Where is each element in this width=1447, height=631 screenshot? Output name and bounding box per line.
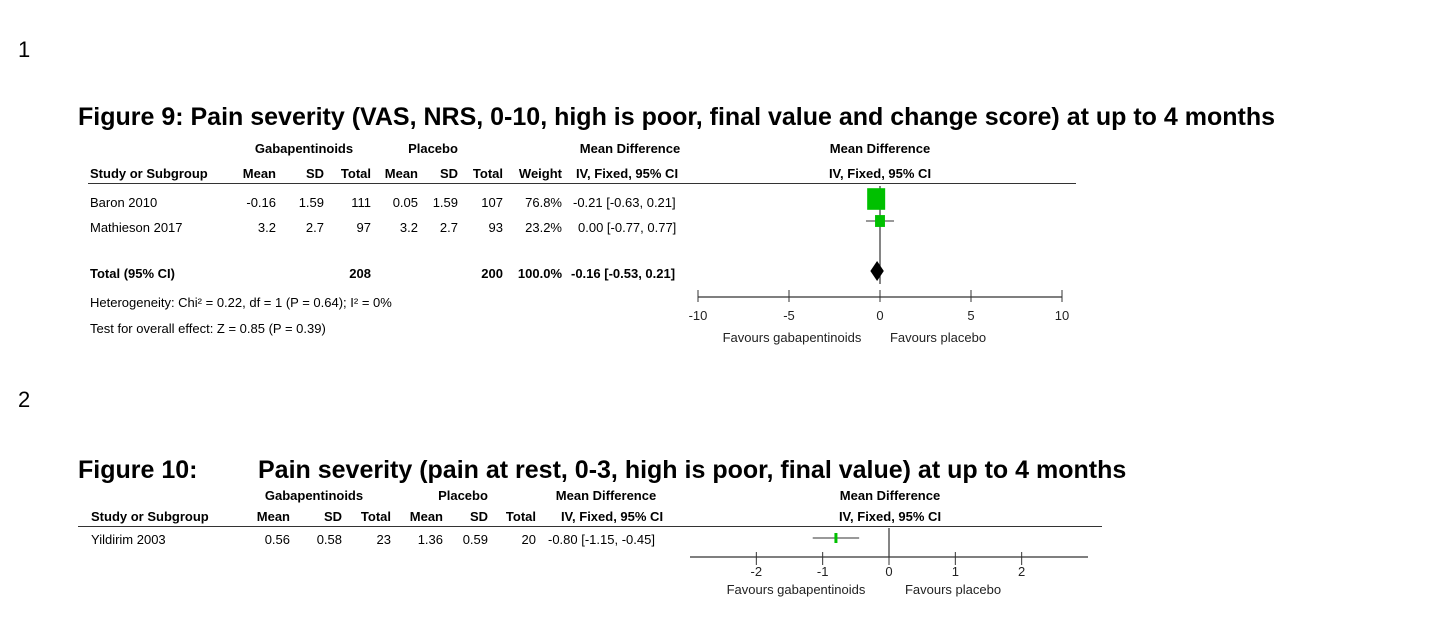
fig10-effect-header: Mean Difference xyxy=(555,488,657,503)
fig10-group2-header: Placebo xyxy=(438,488,488,503)
plot1-favours-left: Favours gabapentinoids xyxy=(723,330,862,345)
fig9-row2-sd1: 2.7 xyxy=(305,220,324,235)
fig9-row1-total2: 107 xyxy=(481,195,503,210)
plot2-tick-label: -2 xyxy=(751,564,763,579)
fig10-plot-header: Mean Difference xyxy=(839,488,941,503)
fig10-col-sd2: SD xyxy=(469,509,488,524)
fig9-row1-mean2: 0.05 xyxy=(392,195,418,210)
fig9-col-sd1: SD xyxy=(305,166,324,181)
fig10-row1-total1: 23 xyxy=(376,532,391,547)
plot2-tick-label: 0 xyxy=(885,564,892,579)
fig9-row2-weight: 23.2% xyxy=(525,220,562,235)
fig9-total-n2: 200 xyxy=(481,266,503,281)
fig9-header-rule xyxy=(88,183,1076,184)
fig9-col-ci: IV, Fixed, 95% CI xyxy=(575,166,679,181)
fig10-col-mean2: Mean xyxy=(409,509,443,524)
fig10-col-ci: IV, Fixed, 95% CI xyxy=(560,509,664,524)
fig9-heterogeneity: Heterogeneity: Chi² = 0.22, df = 1 (P = … xyxy=(90,295,392,310)
plot1-study-marker xyxy=(867,188,886,210)
fig9-effect-header: Mean Difference xyxy=(579,141,681,156)
fig9-row2-sd2: 2.7 xyxy=(439,220,458,235)
fig9-total-weight: 100.0% xyxy=(517,266,562,281)
fig9-col-plot-method: IV, Fixed, 95% CI xyxy=(828,166,932,181)
plot1-tick-label: 5 xyxy=(967,308,974,323)
fig9-row1-ci: -0.21 [-0.63, 0.21] xyxy=(573,195,676,210)
plot2-study-marker xyxy=(834,533,838,543)
fig9-row1-sd2: 1.59 xyxy=(432,195,458,210)
page-number-2: 2 xyxy=(18,387,31,412)
fig9-row1-mean1: -0.16 xyxy=(246,195,276,210)
fig9-group2-header: Placebo xyxy=(408,141,458,156)
fig9-row2-mean2: 3.2 xyxy=(399,220,418,235)
fig9-total-n1: 208 xyxy=(349,266,371,281)
plot2-tick-label: -1 xyxy=(817,564,829,579)
fig10-col-total2: Total xyxy=(505,509,536,524)
plot1-favours-right: Favours placebo xyxy=(890,330,986,345)
fig10-row1-mean2: 1.36 xyxy=(417,532,443,547)
fig9-col-total1: Total xyxy=(340,166,371,181)
page-number-1: 1 xyxy=(18,37,31,62)
fig9-col-weight: Weight xyxy=(518,166,562,181)
fig9-col-mean2: Mean xyxy=(384,166,418,181)
fig10-header-rule xyxy=(78,526,1102,527)
fig10-group1-header: Gabapentinoids xyxy=(264,488,364,503)
fig9-row1-sd1: 1.59 xyxy=(298,195,324,210)
fig9-row2-total2: 93 xyxy=(488,220,503,235)
fig10-row1-study: Yildirim 2003 xyxy=(91,532,166,547)
plot2-tick-label: 2 xyxy=(1018,564,1025,579)
figure-10-title: Pain severity (pain at rest, 0-3, high i… xyxy=(258,456,1127,484)
fig9-overall-effect: Test for overall effect: Z = 0.85 (P = 0… xyxy=(90,321,326,336)
figure-9-title: Figure 9: Pain severity (VAS, NRS, 0-10,… xyxy=(78,103,1276,131)
plot1-tick-label: -5 xyxy=(783,308,795,323)
fig10-row1-sd2: 0.59 xyxy=(462,532,488,547)
fig10-col-sd1: SD xyxy=(323,509,342,524)
fig10-col-mean1: Mean xyxy=(256,509,290,524)
plot2-favours-right: Favours placebo xyxy=(905,582,1001,597)
fig9-col-total2: Total xyxy=(472,166,503,181)
fig9-row2-ci: 0.00 [-0.77, 0.77] xyxy=(578,220,677,235)
plot1-study-marker xyxy=(875,215,885,227)
plot1-tick-label: 10 xyxy=(1055,308,1069,323)
fig9-row1-study: Baron 2010 xyxy=(90,195,158,210)
fig9-row2-study: Mathieson 2017 xyxy=(90,220,183,235)
fig10-row1-total2: 20 xyxy=(521,532,536,547)
fig10-row1-sd1: 0.58 xyxy=(316,532,342,547)
fig10-col-plot-method: IV, Fixed, 95% CI xyxy=(838,509,942,524)
fig9-total-ci: -0.16 [-0.53, 0.21] xyxy=(571,266,676,281)
fig9-group1-header: Gabapentinoids xyxy=(254,141,354,156)
fig9-plot-header: Mean Difference xyxy=(829,141,931,156)
plot1-pooled-diamond xyxy=(870,261,884,281)
fig10-row1-mean1: 0.56 xyxy=(264,532,290,547)
fig9-col-mean1: Mean xyxy=(242,166,276,181)
fig9-total-label: Total (95% CI) xyxy=(90,266,175,281)
fig9-row2-total1: 97 xyxy=(356,220,371,235)
fig9-col-sd2: SD xyxy=(439,166,458,181)
fig9-col-study: Study or Subgroup xyxy=(90,166,208,181)
fig9-row2-mean1: 3.2 xyxy=(257,220,276,235)
fig10-col-total1: Total xyxy=(360,509,391,524)
plot1-tick-label: -10 xyxy=(689,308,708,323)
plot2-favours-left: Favours gabapentinoids xyxy=(727,582,866,597)
fig9-row1-weight: 76.8% xyxy=(525,195,562,210)
plot1-tick-label: 0 xyxy=(876,308,883,323)
fig10-row1-ci: -0.80 [-1.15, -0.45] xyxy=(548,532,655,547)
fig10-col-study: Study or Subgroup xyxy=(91,509,209,524)
plot2-tick-label: 1 xyxy=(952,564,959,579)
fig9-row1-total1: 111 xyxy=(351,195,371,210)
figure-10-label: Figure 10: xyxy=(78,456,198,484)
